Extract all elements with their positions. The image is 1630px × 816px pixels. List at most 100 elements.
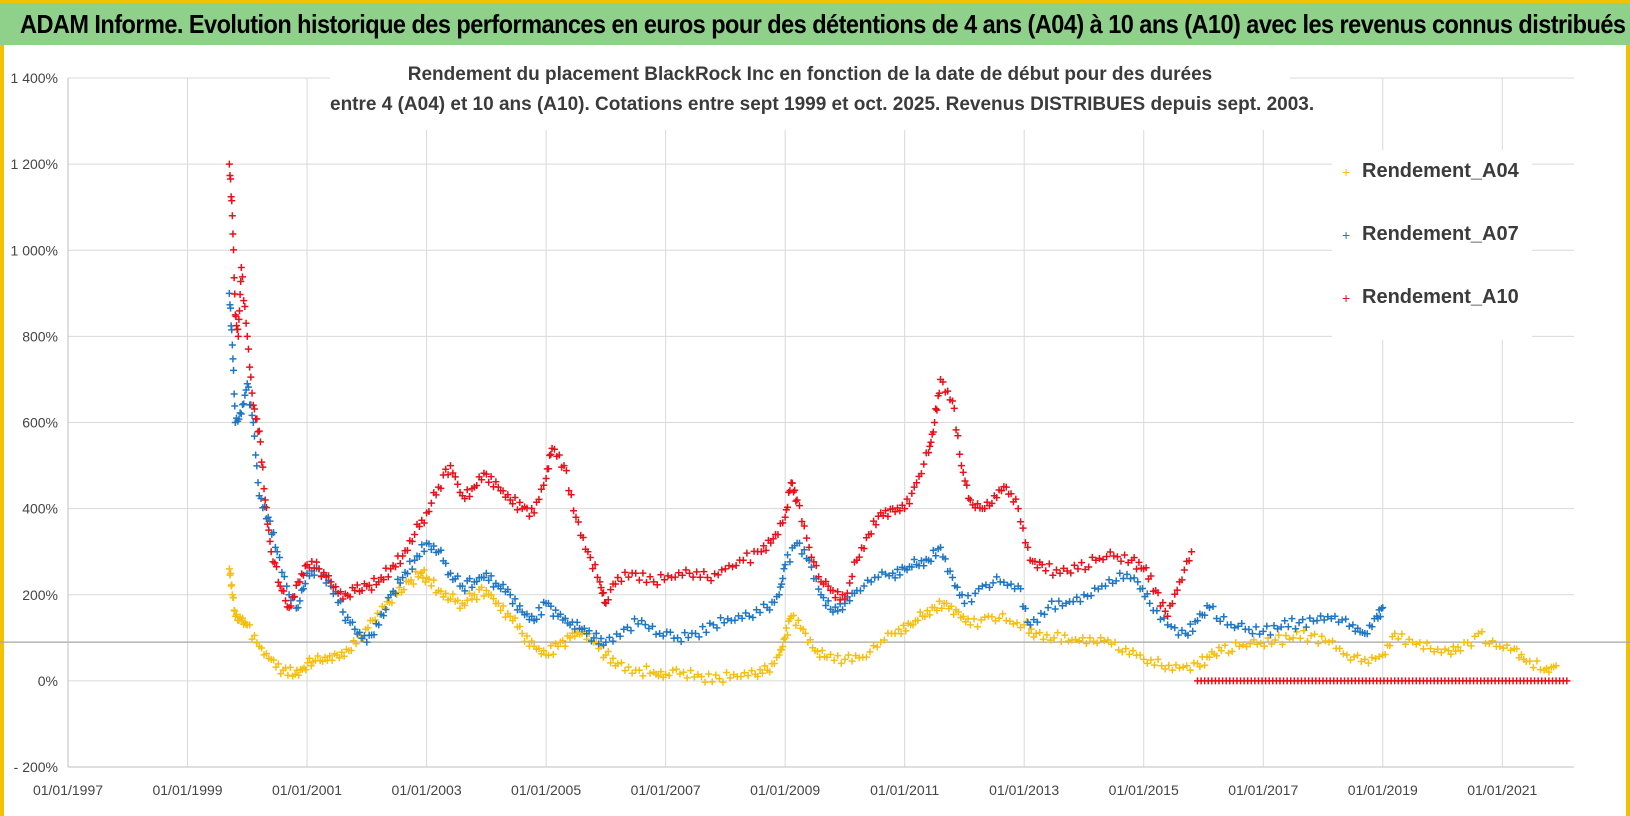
data-point xyxy=(236,307,244,315)
data-point xyxy=(970,615,978,623)
data-point xyxy=(889,569,897,577)
data-point xyxy=(242,319,250,327)
data-point xyxy=(552,606,560,614)
data-point xyxy=(687,667,695,675)
data-point xyxy=(388,599,396,607)
data-point xyxy=(1205,604,1213,612)
data-point xyxy=(1257,639,1265,647)
data-point xyxy=(1002,483,1010,491)
data-point xyxy=(250,432,258,440)
data-point xyxy=(635,666,643,674)
data-point xyxy=(761,662,769,670)
data-point xyxy=(666,628,674,636)
data-point xyxy=(981,613,989,621)
data-point xyxy=(770,660,778,668)
data-point xyxy=(731,616,739,624)
data-point xyxy=(480,592,488,600)
data-point xyxy=(230,246,238,254)
data-point xyxy=(1095,554,1103,562)
data-point xyxy=(723,668,731,676)
data-point xyxy=(1345,622,1353,630)
data-point xyxy=(846,579,854,587)
data-point xyxy=(1405,635,1413,643)
data-point xyxy=(1314,639,1322,647)
data-point xyxy=(741,669,749,677)
data-point xyxy=(743,549,751,557)
data-point xyxy=(1164,621,1172,629)
data-point xyxy=(792,621,800,629)
data-point xyxy=(382,605,390,613)
data-point xyxy=(442,465,450,473)
data-point xyxy=(682,566,690,574)
data-point xyxy=(375,621,383,629)
data-points xyxy=(225,160,1571,686)
data-point xyxy=(1307,632,1315,640)
data-point xyxy=(1296,634,1304,642)
data-point xyxy=(1277,623,1285,631)
data-point xyxy=(451,473,459,481)
data-point xyxy=(1357,658,1365,666)
data-point xyxy=(328,656,336,664)
data-point xyxy=(415,522,423,530)
data-point xyxy=(1293,628,1301,636)
data-point xyxy=(1401,640,1409,648)
data-point xyxy=(506,591,514,599)
data-point xyxy=(282,597,290,605)
data-point xyxy=(1263,622,1271,630)
data-point xyxy=(253,639,261,647)
data-point xyxy=(660,576,668,584)
data-point xyxy=(421,578,429,586)
data-point xyxy=(1320,616,1328,624)
data-point xyxy=(461,587,469,595)
data-point xyxy=(708,678,716,686)
data-point xyxy=(604,596,612,604)
data-point xyxy=(1007,580,1015,588)
legend-item-a07: + Rendement_A07 xyxy=(1342,223,1519,253)
data-point xyxy=(348,618,356,626)
data-point xyxy=(239,273,247,281)
data-point xyxy=(230,366,238,374)
data-point xyxy=(837,659,845,667)
data-point xyxy=(957,462,965,470)
y-tick-label: - 200% xyxy=(14,759,58,775)
data-point xyxy=(403,546,411,554)
data-point xyxy=(1061,631,1069,639)
data-point xyxy=(427,499,435,507)
data-point xyxy=(1090,637,1098,645)
data-point xyxy=(856,587,864,595)
data-point xyxy=(602,638,610,646)
data-point xyxy=(442,559,450,567)
data-point xyxy=(490,595,498,603)
data-point xyxy=(1038,561,1046,569)
data-point xyxy=(261,496,269,504)
data-point xyxy=(271,559,279,567)
data-point xyxy=(430,576,438,584)
data-point xyxy=(902,627,910,635)
data-point xyxy=(1499,644,1507,652)
data-point xyxy=(1266,631,1274,639)
data-point xyxy=(1227,621,1235,629)
data-point xyxy=(884,512,892,520)
data-point xyxy=(1288,615,1296,623)
data-point xyxy=(250,405,258,413)
data-point xyxy=(264,520,272,528)
data-point xyxy=(384,573,392,581)
data-point xyxy=(439,593,447,601)
data-point xyxy=(931,419,939,426)
data-point xyxy=(294,604,302,612)
data-point xyxy=(1201,611,1209,619)
data-point xyxy=(1086,634,1094,642)
data-point xyxy=(689,573,697,581)
data-point xyxy=(1107,640,1115,648)
data-point xyxy=(1009,620,1017,628)
data-point xyxy=(234,325,242,333)
data-point xyxy=(537,485,545,493)
data-point xyxy=(971,589,979,597)
data-point xyxy=(1321,637,1329,645)
data-point xyxy=(953,583,961,591)
data-point xyxy=(579,533,587,541)
data-point xyxy=(233,611,241,619)
data-point xyxy=(939,378,947,386)
data-point xyxy=(1188,548,1196,556)
data-point xyxy=(788,479,796,487)
